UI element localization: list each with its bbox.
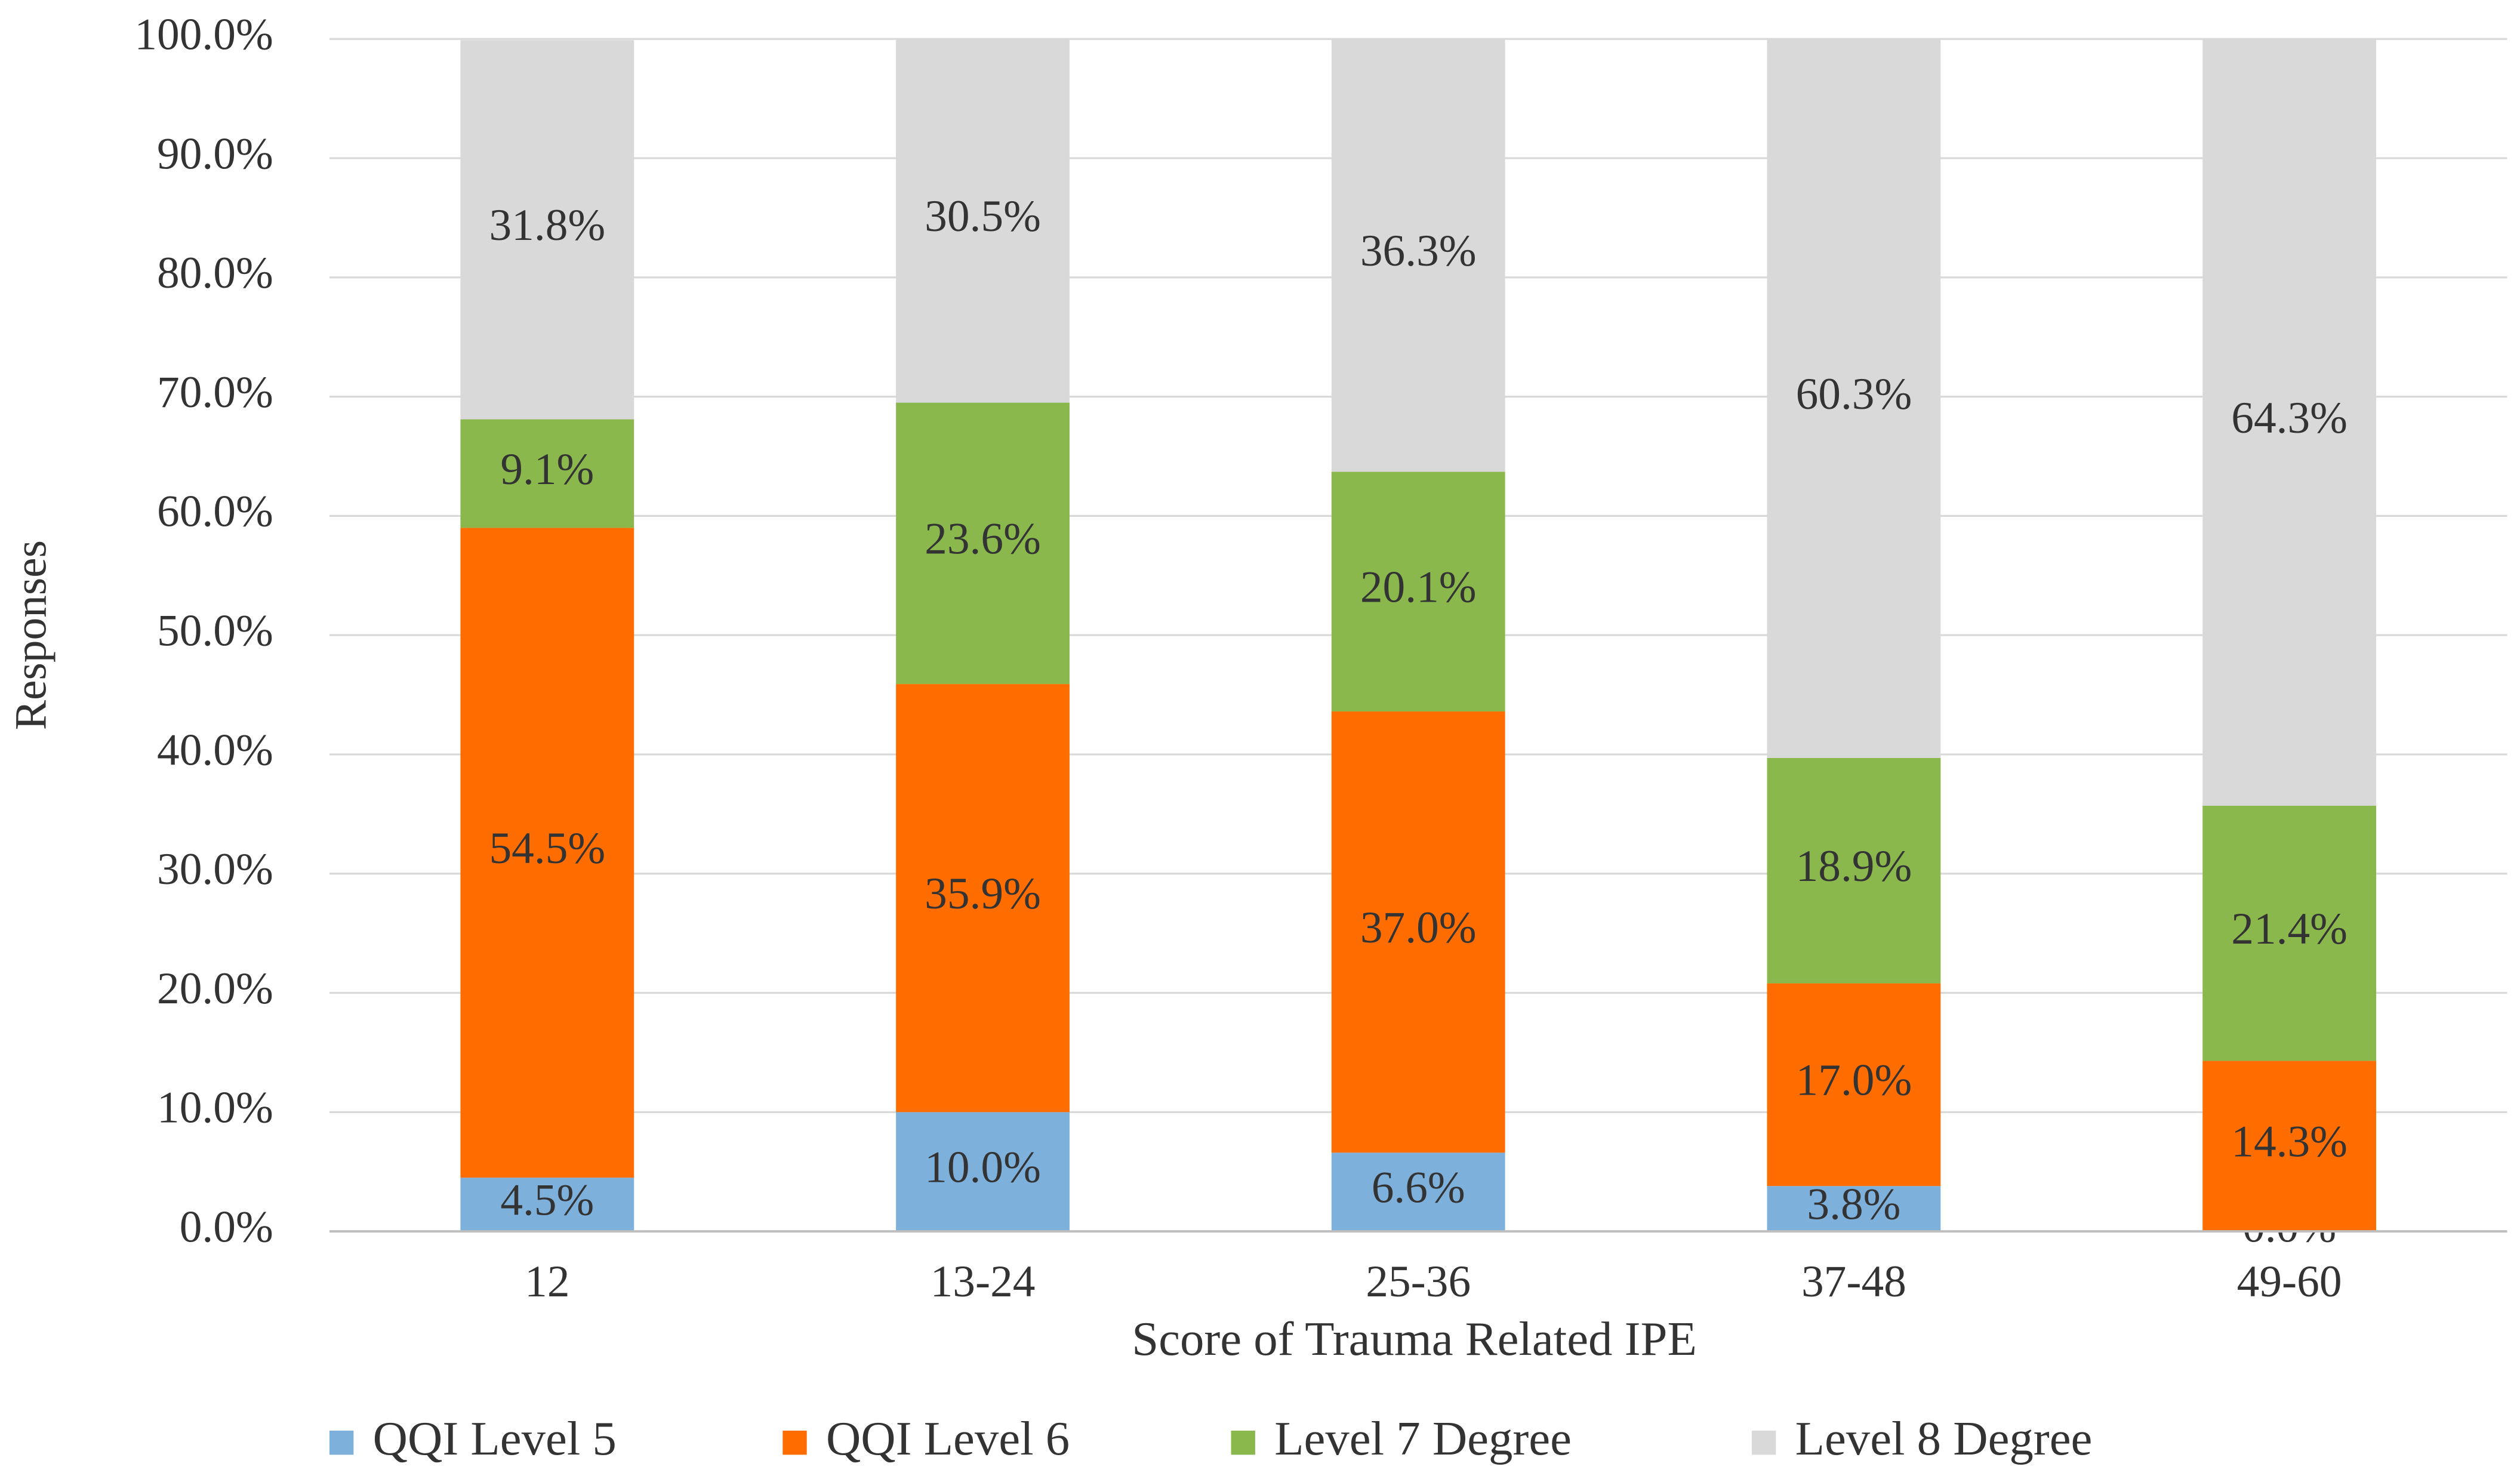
data-label: 4.5% bbox=[500, 1175, 594, 1225]
legend-swatch bbox=[783, 1431, 807, 1455]
bar-segment bbox=[1331, 39, 1505, 472]
data-label: 30.5% bbox=[925, 192, 1041, 241]
data-label: 37.0% bbox=[1360, 903, 1477, 953]
legend-swatch bbox=[329, 1431, 354, 1455]
y-tick-label: 90.0% bbox=[157, 129, 273, 178]
x-tick-label: 13-24 bbox=[931, 1257, 1036, 1306]
y-axis-title: Responses bbox=[7, 540, 56, 730]
y-tick-label: 40.0% bbox=[157, 725, 273, 775]
legend-label: QQI Level 5 bbox=[373, 1412, 617, 1465]
bar-segment bbox=[1767, 39, 1941, 758]
bar-segment bbox=[460, 528, 634, 1178]
bar-segment bbox=[1331, 472, 1505, 712]
bar-segment bbox=[460, 1178, 634, 1232]
data-label: 9.1% bbox=[500, 445, 594, 494]
data-label: 64.3% bbox=[2231, 393, 2348, 443]
data-label: 35.9% bbox=[925, 869, 1041, 919]
y-tick-label: 100.0% bbox=[134, 10, 273, 60]
y-tick-label: 50.0% bbox=[157, 606, 273, 655]
data-label: 14.3% bbox=[2231, 1117, 2348, 1167]
y-tick-label: 80.0% bbox=[157, 248, 273, 298]
bar-segment bbox=[1767, 1186, 1941, 1232]
data-label: 23.6% bbox=[925, 514, 1041, 564]
bar-segment bbox=[896, 1112, 1070, 1232]
bar-segment bbox=[896, 39, 1070, 403]
data-label: 10.0% bbox=[925, 1143, 1041, 1192]
legend-label: Level 7 Degree bbox=[1274, 1412, 1572, 1465]
bar-segment bbox=[2202, 805, 2377, 1061]
x-axis-title: Score of Trauma Related IPE bbox=[1132, 1312, 1697, 1366]
data-label: 3.8% bbox=[1807, 1179, 1900, 1229]
bar-segment bbox=[2202, 1061, 2377, 1232]
bar-segment bbox=[896, 684, 1070, 1113]
bar-segment bbox=[2202, 39, 2377, 806]
x-tick-label: 49-60 bbox=[2237, 1257, 2342, 1306]
bar-segment bbox=[460, 419, 634, 528]
bar-segment bbox=[460, 40, 634, 420]
bar-segment bbox=[896, 402, 1070, 685]
bar-segment bbox=[1767, 983, 1941, 1187]
x-tick-label: 37-48 bbox=[1801, 1257, 1906, 1306]
x-tick-label: 12 bbox=[525, 1257, 569, 1306]
y-tick-label: 60.0% bbox=[157, 487, 273, 537]
y-tick-label: 30.0% bbox=[157, 845, 273, 894]
bar-segment bbox=[1331, 1153, 1505, 1232]
y-tick-label: 20.0% bbox=[157, 964, 273, 1013]
legend-swatch bbox=[1231, 1431, 1255, 1455]
bar-segment bbox=[1331, 711, 1505, 1153]
y-tick-label: 0.0% bbox=[180, 1202, 273, 1252]
data-label: 6.6% bbox=[1372, 1163, 1465, 1212]
legend-label: Level 8 Degree bbox=[1795, 1412, 2093, 1465]
legend-swatch bbox=[1751, 1431, 1776, 1455]
x-tick-label: 25-36 bbox=[1366, 1257, 1471, 1306]
data-label: 21.4% bbox=[2231, 904, 2348, 954]
data-label: 31.8% bbox=[489, 201, 605, 250]
data-label: 17.0% bbox=[1796, 1056, 1912, 1105]
data-label: 20.1% bbox=[1360, 563, 1477, 612]
data-label: 60.3% bbox=[1796, 369, 1912, 419]
data-label: 36.3% bbox=[1360, 226, 1477, 276]
y-tick-label: 10.0% bbox=[157, 1083, 273, 1133]
y-tick-label: 70.0% bbox=[157, 368, 273, 417]
data-label: 18.9% bbox=[1796, 842, 1912, 891]
data-label: 54.5% bbox=[489, 824, 605, 873]
bar-segment bbox=[1767, 757, 1941, 984]
legend-label: QQI Level 6 bbox=[826, 1412, 1070, 1465]
